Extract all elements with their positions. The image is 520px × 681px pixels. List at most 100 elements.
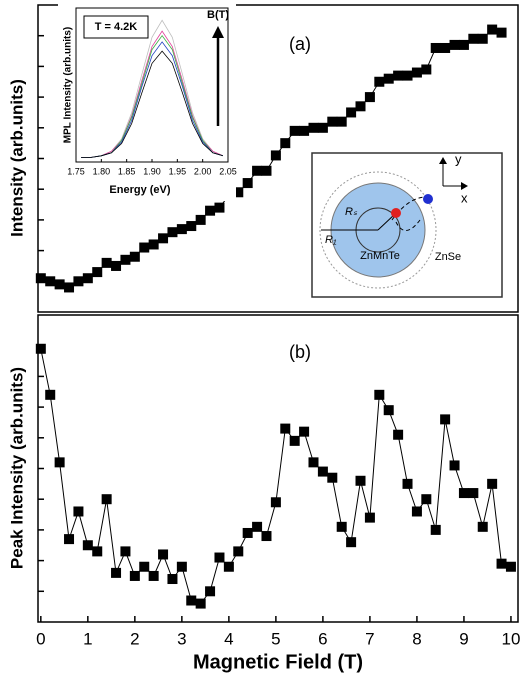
data-point [421,494,432,505]
data-point [402,70,413,81]
data-point [214,202,225,213]
x-tick-label: 8 [412,629,421,648]
data-point [346,537,357,548]
data-point [449,460,460,471]
annotation-box [83,15,149,39]
y-axis-title: Peak Intensity (arb.units) [7,367,26,569]
data-point [252,521,263,532]
x-tick-label: 1.75 [67,166,85,176]
data-point [64,534,75,545]
data-point [383,73,394,84]
data-point [148,239,159,250]
data-point [487,478,498,489]
x-tick-label: 5 [271,629,280,648]
data-point [233,187,244,198]
x-tick-label: 1 [83,629,92,648]
data-point [327,116,338,127]
data-point [73,276,84,287]
data-point [45,276,56,287]
field-arrow-head [212,26,224,38]
x-tick-label: 0 [36,629,45,648]
x-tick-label: 3 [177,629,186,648]
data-point [299,125,310,136]
data-point [477,33,488,44]
data-point [101,257,112,268]
data-point [374,389,385,400]
data-point [346,107,357,118]
data-point [186,221,197,232]
data-point [214,552,225,563]
data-point [440,42,451,53]
data-point [440,414,451,425]
data-point [111,260,122,271]
data-point [355,101,366,112]
data-point [411,506,422,517]
x-tick-label: 9 [459,629,468,648]
axis-label: x [461,190,468,205]
data-point [289,435,300,446]
data-point [242,178,253,189]
data-point [383,405,394,416]
data-point [64,282,75,293]
data-point [35,273,46,284]
x-tick-label: 2 [130,629,139,648]
radius-line [377,213,396,231]
data-point [468,33,479,44]
data-point [223,561,234,572]
x-tick-label: 2.05 [219,166,237,176]
data-point [430,524,441,535]
data-point [505,561,516,572]
data-point [205,205,216,216]
series-line [81,50,224,158]
x-axis-title: Magnetic Field (T) [193,651,363,673]
orbit-path [395,219,421,231]
data-point [158,233,169,244]
data-point [496,27,507,38]
data-point [167,227,178,238]
annotation: (a) [289,34,311,54]
data-point [458,39,469,50]
data-point [233,546,244,557]
data-point [317,466,328,477]
data-point [336,521,347,532]
data-point [82,273,93,284]
data-point [280,138,291,149]
data-point [195,214,206,225]
electron-dot [391,208,401,218]
x-tick-label: 4 [224,629,233,648]
arrow-heads [439,157,468,190]
x-tick-label: 2.00 [194,166,212,176]
plot-frame [37,314,519,623]
data-point [270,150,281,161]
data-point [421,64,432,75]
data-point [364,92,375,103]
data-point [54,457,65,468]
data-point [477,521,488,532]
data-point [402,478,413,489]
data-point [120,254,131,265]
x-axis-title: Energy (eV) [109,184,170,196]
core-label: ZnMnTe [360,250,400,262]
x-tick-label: 1.90 [143,166,161,176]
y-axis-title: MPL Intensity (arb.units) [63,27,74,144]
data-point [45,389,56,400]
data-point [176,561,187,572]
data-point [458,488,469,499]
data-point [148,570,159,581]
data-point [176,224,187,235]
x-tick-label: 1.95 [169,166,187,176]
data-point [120,546,131,557]
data-point [487,24,498,35]
data-point [35,343,46,354]
data-point [129,251,140,262]
data-point [252,165,263,176]
annotation: T = 4.2K [95,21,138,33]
data-point [280,423,291,434]
data-point [270,497,281,508]
shell-label: ZnSe [435,251,461,263]
data-point [496,558,507,569]
data-point [82,540,93,551]
data-point [195,598,206,609]
